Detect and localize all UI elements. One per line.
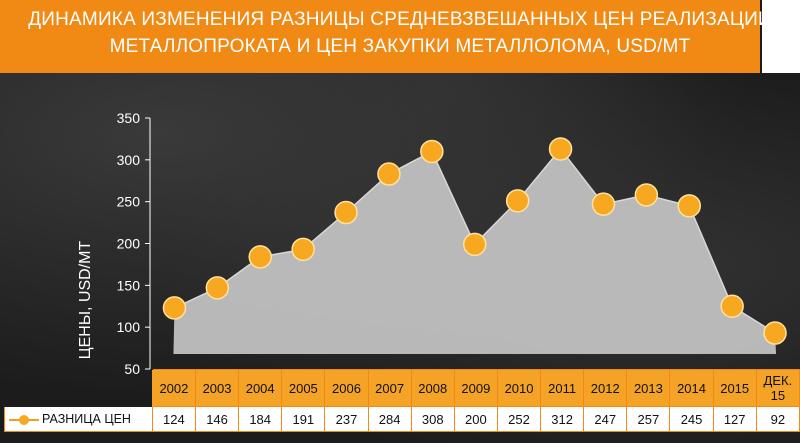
y-tick-label: 250 (117, 194, 141, 210)
y-tick-label: 100 (117, 319, 141, 335)
x-tick-label: 2006 (324, 369, 369, 407)
x-tick-label: 2015 (712, 369, 757, 407)
data-label: 127 (712, 406, 757, 432)
title-bar (0, 0, 760, 73)
data-table-values-row: РАЗНИЦА ЦЕН 124 146 184 191 237 284 308 200 252 3… (4, 406, 800, 432)
data-point (463, 232, 487, 257)
data-label: 312 (540, 406, 585, 432)
data-point (205, 276, 230, 300)
x-tick-label: 2004 (238, 369, 283, 407)
y-tick-label: 300 (117, 152, 141, 168)
data-point (591, 192, 616, 216)
data-point (763, 321, 787, 345)
x-tick-label: 2008 (410, 369, 455, 407)
data-point (634, 183, 659, 207)
data-table: 2002 2003 2004 2005 2006 2007 2008 2009 2010 2011… (4, 369, 800, 432)
legend-entry: РАЗНИЦА ЦЕН (4, 406, 153, 432)
y-tick-label: 150 (117, 277, 141, 293)
x-tick-label: 2005 (281, 369, 326, 407)
data-label: 191 (281, 406, 326, 432)
data-label: 146 (194, 406, 240, 432)
data-point (334, 200, 358, 225)
y-tick-label: 350 (117, 110, 141, 126)
x-tick-label: 2010 (496, 369, 542, 407)
x-tick-label: ДЕК. 15 (755, 369, 800, 407)
data-label: 184 (238, 406, 283, 432)
data-point (420, 139, 444, 164)
data-table-corner (5, 370, 153, 407)
data-point (677, 194, 701, 218)
y-tick-label: 50 (124, 361, 140, 377)
chart-title-line-2: МЕТАЛЛОПРОКАТА И ЦЕН ЗАКУПКИ МЕТАЛЛОЛОМА… (109, 36, 691, 57)
data-point (505, 189, 530, 213)
data-label: 124 (151, 406, 196, 432)
y-axis-label: ЦЕНЫ, USD/МТ (77, 241, 94, 360)
chart-title-line-1: ДИНАМИКА ИЗМЕНЕНИЯ РАЗНИЦЫ СРЕДНЕВЗВЕШАН… (28, 9, 772, 30)
data-point (720, 294, 744, 318)
data-label: 252 (496, 406, 542, 432)
x-tick-label: 2014 (669, 369, 714, 407)
x-tick-label: 2003 (194, 369, 240, 407)
legend-label: РАЗНИЦА ЦЕН (42, 412, 131, 426)
data-point (162, 296, 187, 320)
data-label: 257 (626, 406, 671, 432)
data-point (248, 245, 272, 269)
data-table-years-row: 2002 2003 2004 2005 2006 2007 2008 2009 2010 2011… (5, 369, 800, 407)
x-tick-label: 2013 (626, 369, 671, 407)
data-label: 308 (410, 406, 455, 432)
data-point (548, 137, 573, 161)
data-label: 237 (324, 406, 369, 432)
chart-title: ДИНАМИКА ИЗМЕНЕНИЯ РАЗНИЦЫ СРЕДНЕВЗВЕШАН… (0, 6, 800, 60)
data-label: 284 (367, 406, 412, 432)
data-label: 92 (755, 406, 800, 432)
y-tick-label: 200 (117, 236, 141, 252)
data-label: 245 (669, 406, 714, 432)
data-label: 200 (453, 406, 498, 432)
x-tick-label: 2012 (583, 369, 628, 407)
data-label: 247 (583, 406, 628, 432)
data-point (377, 162, 401, 186)
x-tick-label: 2009 (453, 369, 498, 407)
logo (762, 0, 800, 73)
x-tick-label: 2002 (151, 369, 196, 407)
data-point (291, 237, 315, 262)
x-tick-label: 2011 (540, 369, 585, 407)
x-tick-label: 2007 (367, 369, 412, 407)
legend-marker-icon (9, 414, 39, 425)
